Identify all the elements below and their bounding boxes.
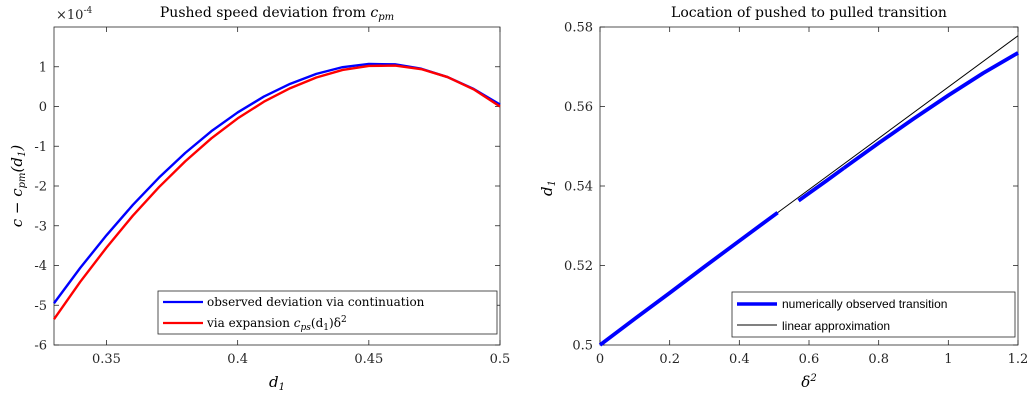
right-legend-label-0: numerically observed transition: [782, 297, 947, 311]
left-series-group: [53, 62, 501, 320]
right-legend-box: [731, 291, 1016, 338]
left-x-tick-label: 0.5: [490, 352, 511, 367]
left-series-line-1: [53, 64, 501, 320]
left-x-tick-label: 0.4: [227, 352, 248, 367]
left-y-tick-label: -3: [34, 219, 47, 234]
right-chart-title: Location of pushed to pulled transition: [671, 5, 947, 21]
left-y-tick-label: -2: [34, 180, 47, 195]
left-y-tick-label: -1: [34, 140, 47, 155]
right-x-tick-label: 0: [596, 352, 604, 367]
left-y-tick-label: 0: [39, 100, 47, 115]
right-x-tick-label: 0.2: [659, 352, 680, 367]
right-x-axis-label: δ2: [801, 373, 816, 391]
right-x-tick-label: 0.6: [799, 352, 820, 367]
left-x-tick-label: 0.35: [92, 352, 121, 367]
left-legend-label-1: via expansion cps(d1)δ2: [206, 315, 347, 333]
right-series-line-0: [598, 211, 779, 347]
right-y-axis: 0.5 0.52 0.54 0.56 0.58: [564, 21, 1018, 354]
left-x-axis-label: d1: [269, 373, 285, 393]
left-legend-box: [157, 290, 498, 335]
right-x-tick-label: 0.4: [729, 352, 750, 367]
left-y-tick-label: -5: [34, 299, 47, 314]
right-y-tick-label: 0.58: [564, 21, 593, 36]
left-chart-title: Pushed speed deviation from cpm: [160, 5, 394, 23]
right-y-tick-label: 0.56: [564, 100, 593, 115]
right-series-line-0: [797, 166, 845, 203]
right-x-tick-label: 1.2: [1008, 352, 1029, 367]
left-y-tick-label: -6: [34, 339, 47, 354]
right-legend: numerically observed transition linear a…: [731, 291, 1016, 338]
right-chart: Location of pushed to pulled transition …: [538, 5, 1028, 391]
left-x-axis: 0.35 0.4 0.45 0.5: [92, 27, 510, 367]
left-y-tick-label: 1: [39, 60, 47, 75]
left-y-axis-label: c − cpm(d1): [8, 145, 28, 228]
left-chart: Pushed speed deviation from cpm ×10-4 -6…: [8, 5, 510, 393]
left-y-tick-label: -4: [34, 259, 47, 274]
left-legend-label-0: observed deviation via continuation: [207, 295, 425, 309]
left-legend: observed deviation via continuation via …: [157, 290, 498, 335]
right-series-group: [598, 35, 1019, 347]
right-x-axis: 0 0.2 0.4 0.6 0.8 1 1.2: [596, 27, 1028, 367]
right-y-tick-label: 0.5: [572, 339, 593, 354]
right-y-tick-label: 0.52: [564, 259, 593, 274]
right-x-tick-label: 1: [944, 352, 952, 367]
right-legend-label-1: linear approximation: [782, 319, 890, 333]
right-series-line-0: [842, 51, 1019, 170]
right-series-line-1: [777, 35, 1019, 214]
left-x-tick-label: 0.45: [354, 352, 383, 367]
left-y-axis: -6 -5 -4 -3 -2 -1 0 1: [34, 60, 500, 354]
right-y-tick-label: 0.54: [564, 180, 593, 195]
right-x-tick-label: 0.8: [868, 352, 889, 367]
left-exponent-label: ×10-4: [56, 6, 92, 23]
right-y-axis-label: d1: [538, 180, 558, 196]
